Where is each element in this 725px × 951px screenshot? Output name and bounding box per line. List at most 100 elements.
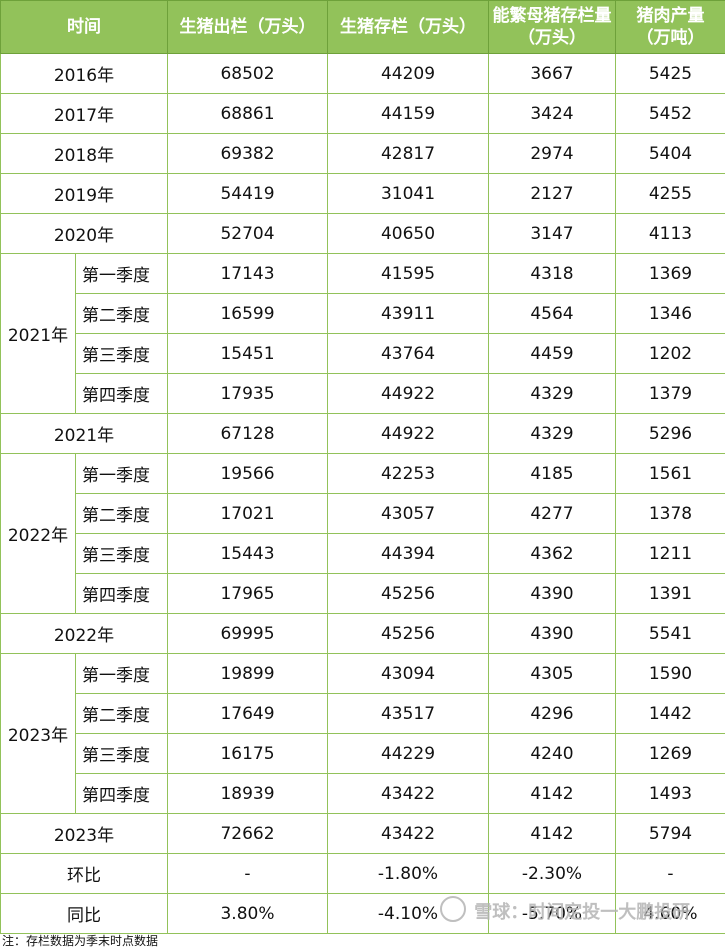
header-hog-inventory: 生猪存栏（万头） <box>327 0 489 54</box>
cell-value: 52704 <box>167 213 328 254</box>
cell-value: 45256 <box>327 573 489 614</box>
table-row: 2021年 67128 44922 4329 5296 <box>0 413 725 454</box>
header-pork-output-text: 猪肉产量（万吨） <box>636 6 705 48</box>
cell-value: 15451 <box>167 333 328 374</box>
cell-value: 4362 <box>488 533 616 574</box>
cell-value: 4142 <box>488 773 616 814</box>
table-row: 2020年 52704 40650 3147 4113 <box>0 213 725 254</box>
table-row: 第二季度 17021 43057 4277 1378 <box>1 493 725 534</box>
quarter-label: 第一季度 <box>75 453 168 494</box>
table-row: 第四季度 17935 44922 4329 1379 <box>1 373 725 414</box>
cell-value: 5404 <box>615 133 725 174</box>
cell-value: - <box>615 853 725 894</box>
row-label: 2017年 <box>0 93 168 134</box>
cell-value: -2.30% <box>488 853 616 894</box>
cell-value: 3.80% <box>167 893 328 934</box>
cell-value: 44159 <box>327 93 489 134</box>
cell-value: 68861 <box>167 93 328 134</box>
header-row: 时间 生猪出栏（万头） 生猪存栏（万头） 能繁母猪存栏量（万头） 猪肉产量（万吨… <box>0 0 725 54</box>
cell-value: 17935 <box>167 373 328 414</box>
cell-value: 15443 <box>167 533 328 574</box>
cell-value: 17965 <box>167 573 328 614</box>
cell-value: 4318 <box>488 253 616 294</box>
cell-value: 40650 <box>327 213 489 254</box>
cell-value: 1346 <box>615 293 725 334</box>
cell-value: 43517 <box>327 693 489 734</box>
cell-value: 43422 <box>327 813 489 854</box>
cell-value: -4.10% <box>327 893 489 934</box>
table-row: 第二季度 16599 43911 4564 1346 <box>1 293 725 334</box>
cell-value: 1442 <box>615 693 725 734</box>
cell-value: 31041 <box>327 173 489 214</box>
table-row: 2022年 69995 45256 4390 5541 <box>0 613 725 654</box>
table-row: 2018年 69382 42817 2974 5404 <box>0 133 725 174</box>
header-breeding-sow-inventory: 能繁母猪存栏量（万头） <box>488 0 616 54</box>
table-row: 第四季度 17965 45256 4390 1391 <box>1 573 725 614</box>
cell-value: 43911 <box>327 293 489 334</box>
cell-value: 3424 <box>488 93 616 134</box>
cell-value: 1391 <box>615 573 725 614</box>
cell-value: 3667 <box>488 53 616 94</box>
table-row: 2022年 第一季度 19566 42253 4185 1561 <box>0 453 725 614</box>
year-group-label: 2022年 <box>0 453 76 614</box>
cell-value: 4305 <box>488 653 616 694</box>
cell-value: 42817 <box>327 133 489 174</box>
cell-value: 5425 <box>615 53 725 94</box>
cell-value: 4113 <box>615 213 725 254</box>
cell-value: 43094 <box>327 653 489 694</box>
table-row-qoq: 环比 - -1.80% -2.30% - <box>0 853 725 894</box>
row-label: 2019年 <box>0 173 168 214</box>
table-row: 第四季度 18939 43422 4142 1493 <box>1 773 725 814</box>
cell-value: 3147 <box>488 213 616 254</box>
cell-value: 44394 <box>327 533 489 574</box>
cell-value: 1379 <box>615 373 725 414</box>
header-pork-output: 猪肉产量（万吨） <box>615 0 725 54</box>
cell-value: - <box>167 853 328 894</box>
cell-value: 45256 <box>327 613 489 654</box>
cell-value: 1202 <box>615 333 725 374</box>
table-row: 2023年 72662 43422 4142 5794 <box>0 813 725 854</box>
table-row-yoy: 同比 3.80% -4.10% -5.70% 4.60% <box>0 893 725 934</box>
cell-value: 4390 <box>488 613 616 654</box>
cell-value: 5794 <box>615 813 725 854</box>
quarter-label: 第三季度 <box>75 733 168 774</box>
cell-value: 18939 <box>167 773 328 814</box>
cell-value: -1.80% <box>327 853 489 894</box>
cell-value: 69382 <box>167 133 328 174</box>
cell-value: 4329 <box>488 373 616 414</box>
table-row: 第二季度 17649 43517 4296 1442 <box>1 693 725 734</box>
cell-value: 72662 <box>167 813 328 854</box>
cell-value: 44922 <box>327 413 489 454</box>
cell-value: 5541 <box>615 613 725 654</box>
cell-value: 5452 <box>615 93 725 134</box>
cell-value: 44229 <box>327 733 489 774</box>
quarter-label: 第四季度 <box>75 773 168 814</box>
quarter-label: 第二季度 <box>75 493 168 534</box>
cell-value: 43764 <box>327 333 489 374</box>
table-row: 第三季度 15451 43764 4459 1202 <box>1 333 725 374</box>
cell-value: 4390 <box>488 573 616 614</box>
cell-value: 17021 <box>167 493 328 534</box>
quarter-label: 第二季度 <box>75 293 168 334</box>
cell-value: 43057 <box>327 493 489 534</box>
cell-value: 2974 <box>488 133 616 174</box>
cell-value: 44209 <box>327 53 489 94</box>
table-row: 第三季度 16175 44229 4240 1269 <box>1 733 725 774</box>
table-row: 2016年 68502 44209 3667 5425 <box>0 53 725 94</box>
cell-value: -5.70% <box>488 893 616 934</box>
row-label: 2016年 <box>0 53 168 94</box>
quarter-label: 第一季度 <box>75 653 168 694</box>
cell-value: 16175 <box>167 733 328 774</box>
cell-value: 1269 <box>615 733 725 774</box>
cell-value: 4459 <box>488 333 616 374</box>
cell-value: 4277 <box>488 493 616 534</box>
cell-value: 43422 <box>327 773 489 814</box>
cell-value: 1378 <box>615 493 725 534</box>
cell-value: 17649 <box>167 693 328 734</box>
cell-value: 4296 <box>488 693 616 734</box>
table-row: 2017年 68861 44159 3424 5452 <box>0 93 725 134</box>
row-label: 2022年 <box>0 613 168 654</box>
row-label: 2023年 <box>0 813 168 854</box>
row-label: 2020年 <box>0 213 168 254</box>
footnote: 注：存栏数据为季末时点数据 <box>2 934 159 948</box>
